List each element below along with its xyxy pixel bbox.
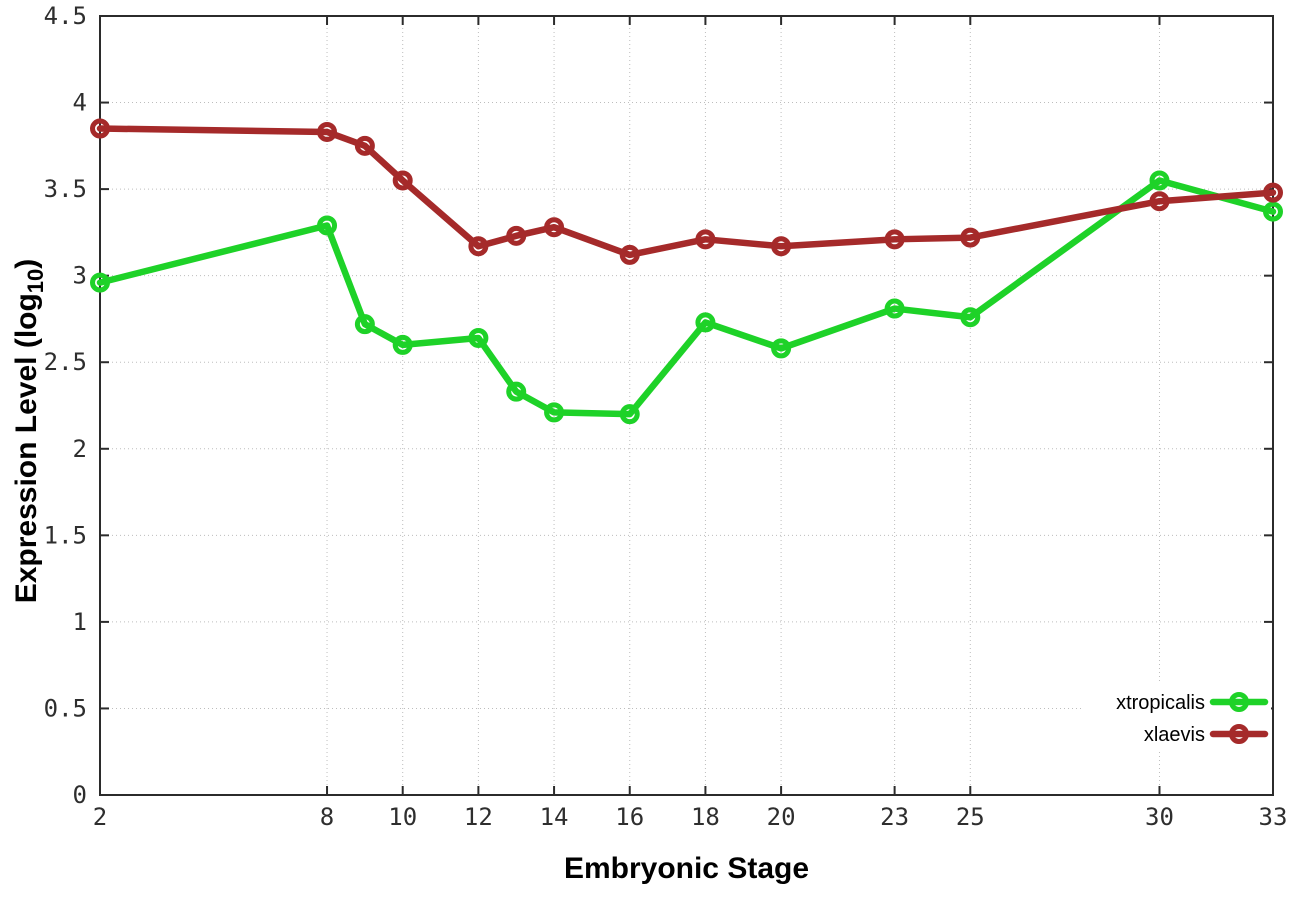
data-point-marker [317,215,338,236]
data-point-marker [354,135,375,156]
y-tick-label: 1 [73,608,87,636]
x-tick-label: 20 [767,803,796,831]
x-tick-label: 33 [1259,803,1288,831]
legend-label: xtropicalis [1116,692,1205,714]
x-tick-label: 23 [880,803,909,831]
y-tick-label: 1.5 [44,521,87,549]
data-point-marker [506,225,527,246]
data-point-marker [1263,182,1283,203]
data-point-marker [771,338,792,359]
data-point-marker [90,118,110,139]
legend-sample-marker [1229,692,1249,712]
data-point-marker [544,402,565,423]
y-axis-title: Expression Level (log10) [10,259,48,604]
x-tick-label: 2 [93,803,107,831]
data-point-marker [392,170,413,191]
x-tick-label: 12 [464,803,493,831]
y-tick-label: 4 [73,89,87,117]
data-point-marker [1149,170,1170,191]
data-point-marker [317,121,338,142]
series-xtropicalis [90,170,1283,425]
series-xlaevis [90,118,1283,265]
legend-sample-marker [1229,724,1249,744]
data-point-marker [1263,201,1283,222]
data-point-marker [506,381,527,402]
y-tick-label: 2 [73,435,87,463]
data-point-marker [884,298,905,319]
x-tick-label: 16 [615,803,644,831]
data-point-marker [392,334,413,355]
y-tick-label: 0.5 [44,694,87,722]
x-tick-label: 10 [388,803,417,831]
x-tick-label: 14 [540,803,569,831]
y-tick-label: 2.5 [44,348,87,376]
y-tick-label: 3.5 [44,175,87,203]
x-tick-label: 8 [320,803,334,831]
data-point-marker [771,236,792,257]
data-point-marker [619,244,640,265]
data-point-marker [619,404,640,425]
data-point-marker [695,229,716,250]
data-point-marker [90,272,110,293]
data-point-marker [1149,191,1170,212]
x-tick-label: 18 [691,803,720,831]
y-tick-label: 0 [73,781,87,809]
legend-entry-xtropicalis: xtropicalis [1116,692,1269,714]
data-point-marker [468,236,489,257]
data-point-marker [468,327,489,348]
y-tick-label: 3 [73,262,87,290]
legend-entry-xlaevis: xlaevis [1144,724,1269,746]
data-point-marker [544,217,565,238]
legend-label: xlaevis [1144,724,1205,746]
data-point-marker [960,307,981,328]
data-point-marker [960,227,981,248]
data-point-marker [354,314,375,335]
x-axis-title: Embryonic Stage [564,852,809,885]
plot-border [99,15,1274,796]
x-tick-label: 25 [956,803,985,831]
legend: xtropicalis xlaevis [1083,684,1271,752]
data-point-marker [695,312,716,333]
data-point-marker [884,229,905,250]
x-tick-label: 30 [1145,803,1174,831]
y-tick-label: 4.5 [44,2,87,30]
